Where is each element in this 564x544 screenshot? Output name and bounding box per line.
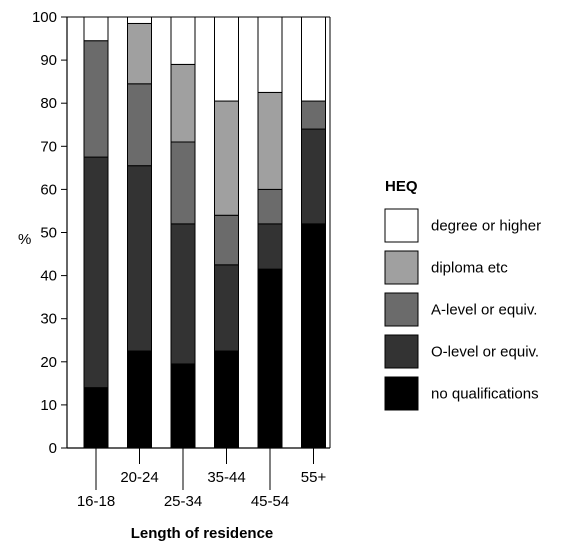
y-tick-label: 100 bbox=[32, 9, 57, 26]
bar-segment bbox=[127, 83, 152, 167]
y-tick-label: 70 bbox=[40, 138, 57, 155]
x-axis-label: Length of residence bbox=[131, 525, 274, 542]
legend-swatch bbox=[384, 292, 419, 327]
x-tick-label: 25-34 bbox=[164, 493, 202, 510]
bar-segment bbox=[127, 22, 152, 85]
x-tick-label: 45-54 bbox=[251, 493, 289, 510]
y-tick-label: 50 bbox=[40, 225, 57, 242]
y-tick-label: 20 bbox=[40, 354, 57, 371]
bar-segment bbox=[214, 350, 239, 449]
bar-segment bbox=[214, 100, 239, 216]
bar-segment bbox=[127, 165, 152, 352]
bar-segment bbox=[127, 16, 152, 24]
y-tick-label: 90 bbox=[40, 52, 57, 69]
bar-segment bbox=[301, 128, 326, 225]
legend-label: A-level or equiv. bbox=[431, 302, 537, 319]
bar-segment bbox=[257, 91, 283, 190]
bar-segment bbox=[83, 16, 109, 42]
bar-segment bbox=[170, 16, 196, 65]
legend-label: no qualifications bbox=[431, 386, 539, 403]
legend-swatch bbox=[384, 208, 419, 243]
x-tick-label: 16-18 bbox=[77, 493, 115, 510]
bar-segment bbox=[257, 223, 283, 270]
bar-segment bbox=[214, 214, 239, 266]
bar-segment bbox=[257, 16, 283, 93]
legend: HEQ degree or higher diploma etc A-level o… bbox=[384, 178, 541, 411]
bar-segment bbox=[83, 387, 109, 449]
bar-segment bbox=[127, 350, 152, 449]
bar-segment bbox=[257, 188, 283, 225]
bar-segment bbox=[301, 100, 326, 130]
bar-segment bbox=[170, 63, 196, 143]
bar-segment bbox=[83, 40, 109, 158]
y-tick-label: 10 bbox=[40, 397, 57, 414]
y-tick-label: 60 bbox=[40, 181, 57, 198]
bar-segment bbox=[214, 16, 239, 102]
y-tick-label: 80 bbox=[40, 95, 57, 112]
legend-label: diploma etc bbox=[431, 260, 508, 277]
x-tick-label: 20-24 bbox=[120, 469, 158, 486]
plot-area bbox=[83, 16, 326, 449]
legend-swatch bbox=[384, 250, 419, 285]
legend-title: HEQ bbox=[385, 178, 418, 195]
bar-segment bbox=[170, 363, 196, 449]
bar-segment bbox=[301, 223, 326, 449]
y-axis-label: % bbox=[18, 231, 31, 248]
legend-swatch bbox=[384, 334, 419, 369]
legend-label: degree or higher bbox=[431, 218, 541, 235]
y-tick-label: 40 bbox=[40, 268, 57, 285]
x-tick-label: 35-44 bbox=[207, 469, 245, 486]
y-tick-label: 0 bbox=[49, 440, 57, 457]
bar-segment bbox=[301, 16, 326, 102]
axes: 0 10 20 30 40 50 60 70 80 90 100 16-18 20-24 25-34 35-… bbox=[32, 9, 331, 510]
bar-segment bbox=[83, 156, 109, 389]
x-tick-label: 55+ bbox=[301, 469, 327, 486]
y-tick-label: 30 bbox=[40, 311, 57, 328]
bar-segment bbox=[257, 268, 283, 449]
legend-swatch bbox=[384, 376, 419, 411]
bar-segment bbox=[214, 264, 239, 352]
bar-segment bbox=[170, 223, 196, 365]
legend-label: O-level or equiv. bbox=[431, 344, 539, 361]
bar-segment bbox=[170, 141, 196, 225]
